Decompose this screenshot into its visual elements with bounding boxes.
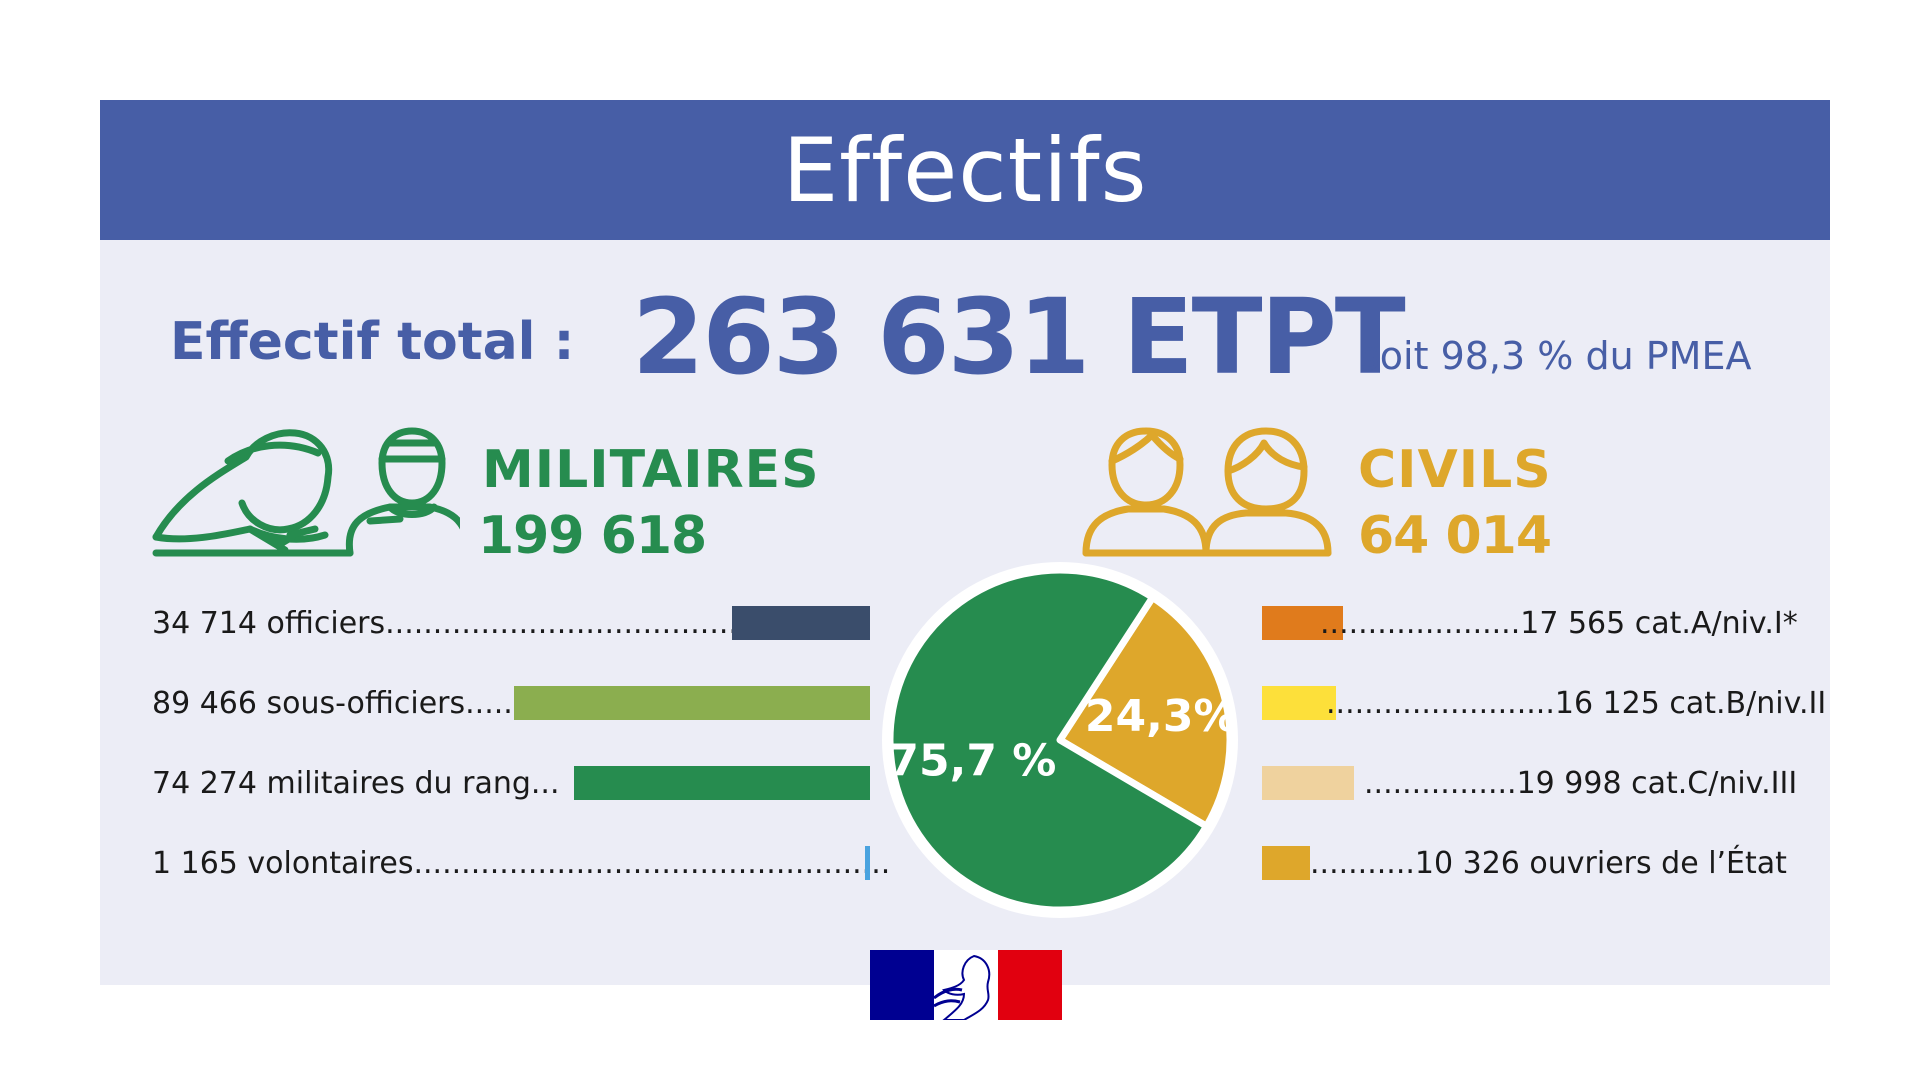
civilian-people-icon <box>1082 427 1332 557</box>
total-label: Effectif total : <box>170 312 575 372</box>
civils-row-label: ...........10 326 ouvriers de l’État <box>1310 846 1787 881</box>
civils-value: 64 014 <box>1358 506 1552 566</box>
civils-bar <box>1262 606 1343 640</box>
militaires-value: 199 618 <box>478 506 707 566</box>
total-value: 263 631 ETPT <box>632 276 1406 398</box>
civils-bar <box>1262 686 1337 720</box>
militaires-row-label: 1 165 volontaires.......................… <box>152 846 891 881</box>
militaires-title: MILITAIRES <box>482 440 820 500</box>
marianne-icon <box>934 954 991 1020</box>
civils-bar <box>1262 766 1354 800</box>
militaires-bar <box>865 846 870 880</box>
title-banner: Effectifs <box>100 100 1830 240</box>
civils-row-label: ................19 998 cat.C/niv.III <box>1364 766 1798 801</box>
republique-logo <box>870 950 1062 1020</box>
pie-slice-label: 24,3% <box>1085 691 1238 742</box>
militaires-row-label: 74 274 militaires du rang... <box>152 766 560 801</box>
total-subtitle: soit 98,3 % du PMEA <box>1360 334 1752 378</box>
militaires-bar <box>574 766 870 800</box>
militaires-row-label: 34 714 officiers........................… <box>152 606 738 641</box>
pie-slice <box>1056 593 1234 830</box>
military-people-icon <box>152 427 460 557</box>
pie-chart: 24,3% 75,7 % <box>882 562 1238 918</box>
flag-red-band <box>998 950 1062 1020</box>
flag-white-band <box>934 950 998 1020</box>
militaires-row-label: 89 466 sous-officiers..... <box>152 686 513 721</box>
militaires-bar <box>731 606 870 640</box>
pie-slice <box>886 566 1211 914</box>
civils-bar <box>1262 846 1310 880</box>
civils-row-label: ........................16 125 cat.B/niv… <box>1326 686 1827 721</box>
civils-row-label: .....................17 565 cat.A/niv.I* <box>1320 606 1798 641</box>
civils-title: CIVILS <box>1358 440 1552 500</box>
pie-slice-label: 75,7 % <box>888 736 1056 787</box>
page-title: Effectifs <box>782 118 1148 222</box>
militaires-bar <box>514 686 870 720</box>
flag-blue-band <box>870 950 934 1020</box>
